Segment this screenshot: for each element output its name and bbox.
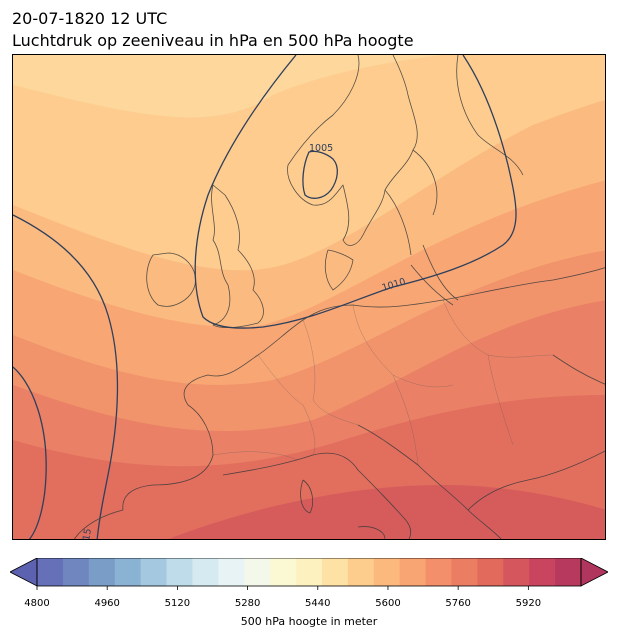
pressure-contours	[13, 55, 517, 539]
coastline-mediterranean	[222, 452, 412, 539]
coastlines	[73, 55, 605, 539]
contour-label-1005: 1005	[309, 143, 333, 154]
weather-map: 1005 1010 15	[12, 54, 606, 540]
coastline-continent-north	[257, 267, 605, 356]
coastline-black-sea	[552, 354, 605, 385]
height-bands	[13, 55, 605, 539]
coastline-adriatic	[357, 424, 502, 539]
height-band-8	[168, 485, 605, 539]
colorbar-segment	[399, 558, 427, 586]
colorbar-segment	[37, 558, 64, 586]
contour-label-15: 15	[81, 528, 94, 540]
colorbar-segment	[347, 558, 375, 586]
colorbar-segment	[88, 558, 116, 586]
colorbar-segments	[37, 558, 582, 586]
coastline-france	[122, 354, 259, 511]
coastline-iberia	[73, 509, 124, 539]
coastline-corsica	[300, 479, 314, 514]
colorbar-segment	[140, 558, 168, 586]
coastline-balkans	[467, 450, 605, 511]
coastline-sweden-east	[384, 149, 438, 256]
colorbar-tick-label: 5760	[445, 598, 471, 609]
colorbar-tick-label: 5920	[515, 598, 542, 609]
colorbar-segment	[451, 558, 478, 586]
colorbar-segment	[321, 558, 349, 586]
colorbar-tick-label: 5120	[164, 598, 191, 609]
colorbar-segment	[503, 558, 530, 586]
colorbar-segment	[296, 558, 323, 586]
colorbar-tick-label: 4960	[94, 598, 120, 609]
colorbar-frame	[36, 558, 582, 587]
coastline-scandinavia	[287, 55, 418, 246]
isobar-1010-north	[194, 55, 517, 329]
colorbar	[10, 558, 608, 590]
isobar-1005-low	[302, 150, 338, 199]
colorbar-segment	[114, 558, 142, 586]
colorbar-segment	[555, 558, 582, 586]
colorbar-ticks	[36, 586, 529, 590]
colorbar-max-extension	[580, 558, 608, 587]
colorbar-label: 500 hPa hoogte in meter	[240, 615, 378, 628]
colorbar-segment	[425, 558, 452, 586]
map-title: Luchtdruk op zeeniveau in hPa en 500 hPa…	[12, 31, 414, 50]
colorbar-tick-label: 4800	[24, 598, 50, 609]
colorbar-tick-label: 5440	[305, 598, 331, 609]
coastline-ireland	[146, 252, 196, 307]
coastline-great-britain	[211, 184, 264, 329]
colorbar-segment	[244, 558, 271, 586]
colorbar-segment	[270, 558, 297, 586]
isobar-southwest-arc	[13, 366, 47, 539]
isobar-west	[13, 214, 119, 539]
coastline-finland	[456, 55, 524, 176]
coastline-sicily	[357, 526, 386, 539]
colorbar-min-extension	[10, 558, 38, 587]
colorbar-segment	[166, 558, 193, 586]
coastline-denmark	[324, 249, 354, 291]
coastline-baltic	[410, 244, 459, 306]
colorbar-tick-label: 5600	[375, 598, 401, 609]
country-borders	[212, 299, 554, 466]
colorbar-segment	[477, 558, 504, 586]
colorbar-segment	[192, 558, 219, 586]
map-datetime: 20-07-1820 12 UTC	[12, 9, 168, 28]
colorbar-segment	[62, 558, 90, 586]
colorbar-segment	[529, 558, 556, 586]
colorbar-segment	[218, 558, 245, 586]
colorbar-tick-label: 5280	[234, 598, 261, 609]
colorbar-segment	[373, 558, 401, 586]
